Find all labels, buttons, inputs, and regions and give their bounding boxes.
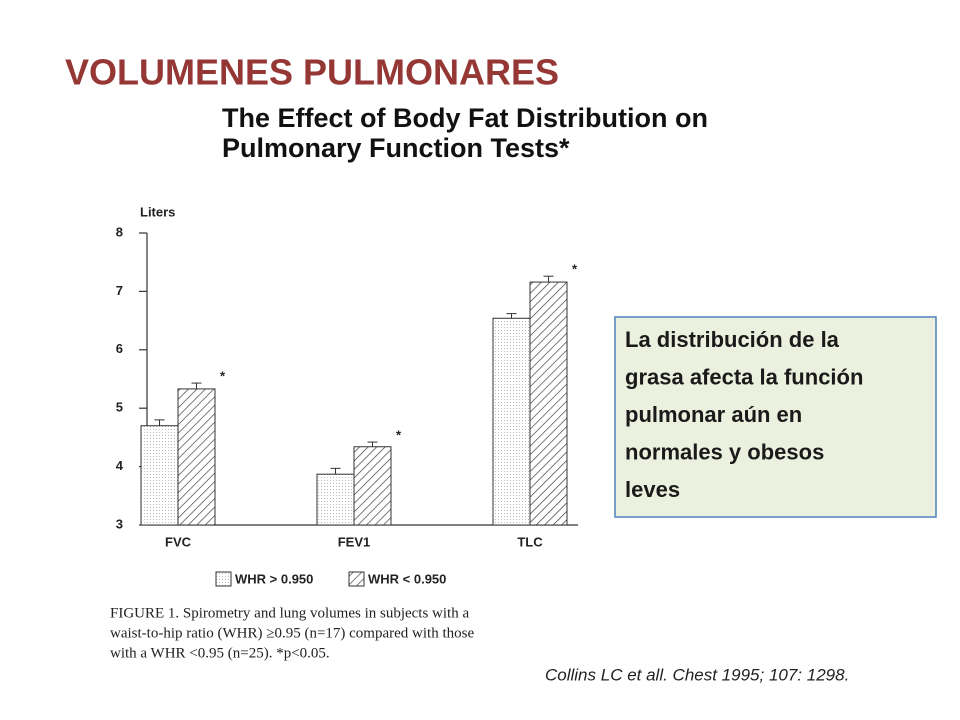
x-tick-label: TLC bbox=[517, 534, 543, 549]
legend-swatch bbox=[348, 571, 365, 587]
textbox-line: normales y obesos bbox=[625, 439, 824, 464]
caption-line: FIGURE 1. Spirometry and lung volumes in… bbox=[110, 605, 469, 621]
y-tick-label: 6 bbox=[116, 341, 123, 356]
caption-line: with a WHR <0.95 (n=25). *p<0.05. bbox=[110, 645, 330, 661]
y-tick-label: 5 bbox=[116, 400, 123, 415]
bar bbox=[177, 388, 216, 526]
textbox-line: grasa afecta la función bbox=[625, 364, 863, 389]
y-tick-label: 3 bbox=[116, 516, 123, 531]
bar bbox=[140, 425, 179, 526]
y-tick-label: 7 bbox=[116, 283, 123, 298]
chart-title: Pulmonary Function Tests* bbox=[222, 133, 570, 163]
legend-label: WHR < 0.950 bbox=[368, 571, 446, 586]
significance-mark: * bbox=[572, 262, 578, 277]
significance-mark: * bbox=[396, 428, 402, 443]
bar bbox=[316, 473, 355, 526]
y-tick-label: 8 bbox=[116, 224, 123, 239]
bar bbox=[529, 281, 568, 526]
textbox-line: leves bbox=[625, 477, 680, 502]
chart-title: The Effect of Body Fat Distribution on bbox=[222, 103, 708, 133]
legend-label: WHR > 0.950 bbox=[235, 571, 313, 586]
legend-swatch bbox=[215, 571, 232, 587]
textbox-line: pulmonar aún en bbox=[625, 402, 802, 427]
x-tick-label: FVC bbox=[165, 534, 192, 549]
caption-line: waist-to-hip ratio (WHR) ≥0.95 (n=17) co… bbox=[110, 625, 474, 641]
textbox bbox=[614, 316, 937, 518]
significance-mark: * bbox=[220, 369, 226, 384]
bar bbox=[492, 317, 531, 526]
textbox-line: La distribución de la bbox=[625, 327, 840, 352]
x-tick-label: FEV1 bbox=[338, 534, 371, 549]
bar bbox=[353, 446, 392, 526]
slide-title: VOLUMENES PULMONARES bbox=[65, 52, 559, 93]
y-tick-label: 4 bbox=[116, 458, 124, 473]
y-axis-label: Liters bbox=[140, 204, 175, 219]
citation: Collins LC et all. Chest 1995; 107: 1298… bbox=[545, 665, 849, 684]
